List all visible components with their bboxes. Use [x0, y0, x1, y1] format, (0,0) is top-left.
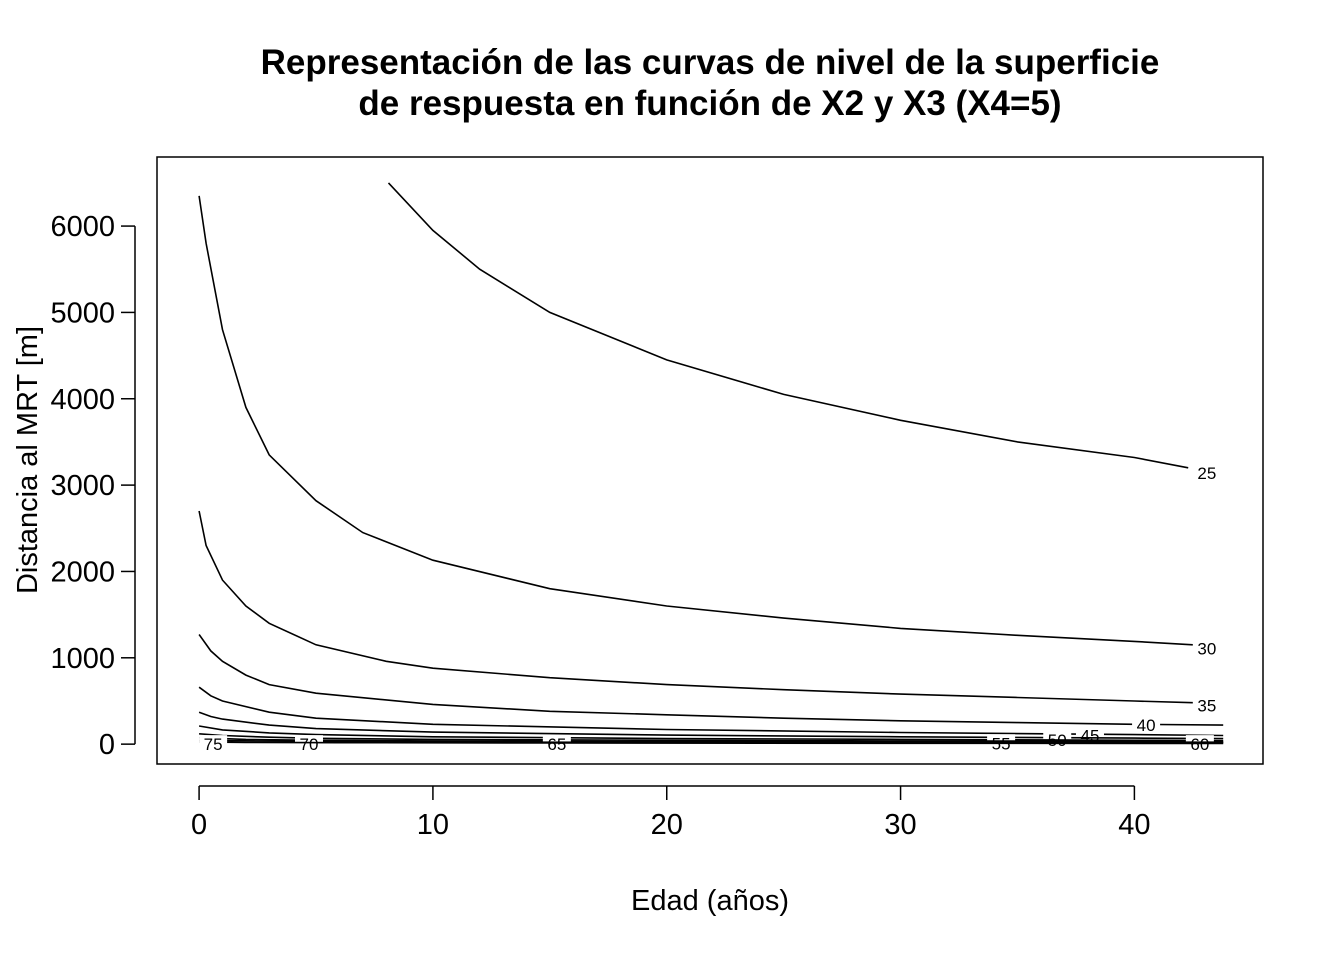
contour-line-25 — [387, 182, 1189, 469]
contour-line-45 — [198, 686, 1224, 737]
contour-line-55 — [198, 725, 1224, 742]
contour-label-30: 30 — [1197, 639, 1216, 658]
contour-label-75: 75 — [204, 735, 223, 754]
contour-35: 35 — [198, 510, 1221, 715]
contour-25: 25 — [387, 182, 1221, 483]
y-axis-label: Distancia al MRT [m] — [12, 326, 44, 594]
contour-label-40: 40 — [1137, 716, 1156, 735]
contour-75: 75 — [199, 735, 1224, 754]
y-tick-label-0: 0 — [99, 729, 115, 761]
x-tick-label-40: 40 — [1118, 809, 1150, 841]
y-tick-label-4000: 4000 — [50, 384, 115, 416]
contour-line-50 — [198, 711, 1224, 740]
contour-label-60: 60 — [1190, 735, 1209, 754]
contour-label-bg-30 — [1192, 639, 1221, 656]
y-tick-label-3000: 3000 — [50, 470, 115, 502]
plot-frame — [156, 156, 1264, 765]
contour-line-75 — [199, 741, 1224, 745]
x-tick-label-0: 0 — [191, 809, 207, 841]
x-axis-label: Edad (años) — [631, 885, 789, 917]
contour-55: 55 — [198, 725, 1224, 753]
contour-line-60 — [199, 733, 1224, 743]
contour-line-40 — [198, 634, 1224, 726]
contour-label-25: 25 — [1197, 464, 1216, 483]
y-tick-label-2000: 2000 — [50, 556, 115, 588]
y-tick-label-1000: 1000 — [50, 643, 115, 675]
contour-label-bg-25 — [1192, 464, 1221, 481]
contour-label-70: 70 — [300, 735, 319, 754]
y-axis: 0 1000 2000 3000 4000 5000 6000 — [50, 211, 136, 761]
x-tick-label-20: 20 — [651, 809, 683, 841]
chart-title-line-2: de respuesta en función de X2 y X3 (X4=5… — [358, 84, 1061, 123]
contour-label-bg-75 — [199, 735, 228, 752]
contour-label-65: 65 — [547, 735, 566, 754]
y-tick-label-5000: 5000 — [50, 297, 115, 329]
contour-30: 30 — [198, 195, 1221, 658]
contour-line-30 — [198, 195, 1193, 646]
x-axis: 0 10 20 30 40 — [191, 785, 1151, 841]
contour-line-35 — [198, 510, 1193, 704]
contour-label-35: 35 — [1197, 696, 1216, 715]
contour-40: 40 — [198, 634, 1224, 735]
x-tick-label-10: 10 — [417, 809, 449, 841]
contour-label-bg-35 — [1192, 696, 1221, 713]
y-tick-label-6000: 6000 — [50, 211, 115, 243]
contour-label-bg-40 — [1132, 716, 1161, 733]
chart-title-line-1: Representación de las curvas de nivel de… — [261, 43, 1160, 82]
x-tick-label-30: 30 — [884, 809, 916, 841]
